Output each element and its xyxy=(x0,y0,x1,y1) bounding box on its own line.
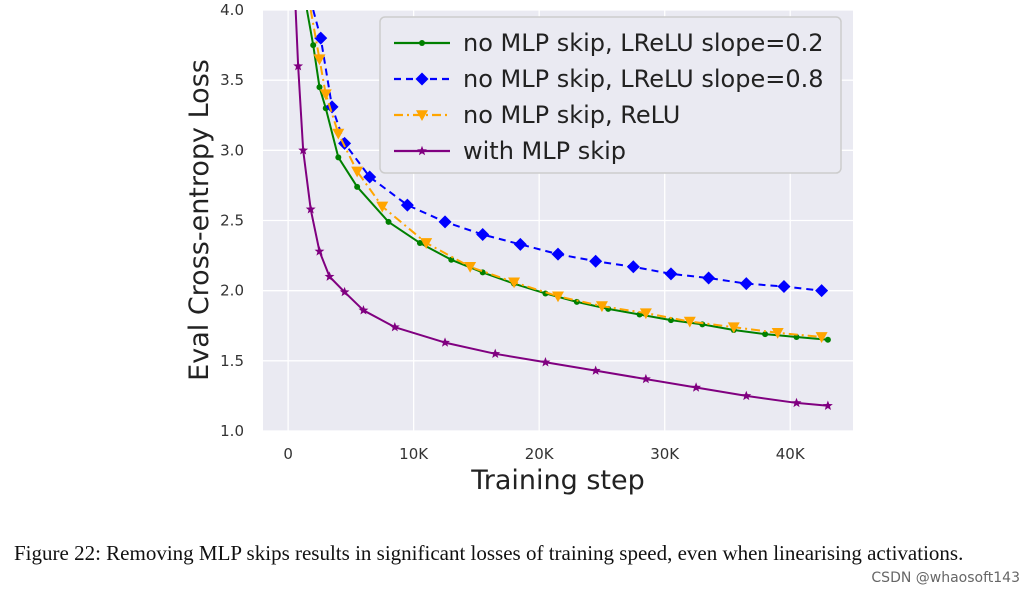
x-tick-label: 20K xyxy=(525,445,555,463)
legend-label: no MLP skip, LReLU slope=0.2 xyxy=(463,29,824,57)
data-point xyxy=(741,390,752,401)
data-point xyxy=(815,332,828,343)
y-tick-labels: 1.0 1.5 2.0 2.5 3.0 3.5 4.0 xyxy=(220,1,244,440)
data-point xyxy=(305,204,316,214)
x-tick-labels: 0 10K 20K 30K 40K xyxy=(283,445,806,463)
data-point xyxy=(316,84,323,91)
data-point xyxy=(771,327,784,339)
data-point xyxy=(702,271,716,285)
data-point xyxy=(540,357,551,367)
series-4 xyxy=(293,10,833,410)
data-point xyxy=(358,305,369,315)
data-point xyxy=(314,31,328,45)
data-point xyxy=(298,145,309,155)
data-point xyxy=(385,218,392,225)
y-tick-label: 4.0 xyxy=(220,1,244,19)
data-point xyxy=(626,260,640,274)
data-point xyxy=(664,267,678,281)
y-tick-label: 3.0 xyxy=(220,141,244,159)
series-3 xyxy=(309,10,828,343)
series-line xyxy=(309,10,822,338)
data-point xyxy=(691,382,702,392)
data-point xyxy=(639,308,652,320)
data-point xyxy=(551,247,565,261)
legend-swatch-marker xyxy=(419,40,425,46)
data-point xyxy=(363,170,377,184)
data-point xyxy=(490,348,501,359)
data-point xyxy=(513,237,527,251)
legend-label: no MLP skip, ReLU xyxy=(463,101,680,129)
data-point xyxy=(824,336,831,343)
data-point xyxy=(351,166,364,178)
data-point xyxy=(552,291,564,303)
data-point xyxy=(476,228,490,242)
data-point xyxy=(727,322,740,334)
data-point xyxy=(667,317,674,324)
legend-swatch-marker xyxy=(417,145,427,156)
data-point xyxy=(339,286,350,297)
legend: no MLP skip, LReLU slope=0.2 no MLP skip,… xyxy=(379,16,842,174)
data-point xyxy=(324,271,335,281)
legend-item: with MLP skip xyxy=(394,137,626,165)
y-axis-label: Eval Cross-entropy Loss xyxy=(184,59,215,381)
data-point xyxy=(319,89,332,101)
data-point xyxy=(822,400,833,410)
legend-label: with MLP skip xyxy=(463,137,626,165)
x-tick-label: 0 xyxy=(283,445,293,463)
legend-swatch-marker xyxy=(415,72,429,86)
data-point xyxy=(739,277,753,291)
legend-item: no MLP skip, LReLU slope=0.8 xyxy=(394,65,824,93)
data-point xyxy=(332,128,345,140)
data-point xyxy=(595,301,608,313)
x-axis-label: Training step xyxy=(470,465,645,496)
figure-caption: Figure 22: Removing MLP skips results in… xyxy=(14,541,964,565)
data-point xyxy=(310,42,317,49)
watermark: CSDN @whaosoft143 xyxy=(871,570,1020,586)
data-point xyxy=(777,279,791,293)
y-tick-label: 1.0 xyxy=(220,422,244,440)
data-point xyxy=(815,284,829,298)
data-point xyxy=(354,183,361,190)
data-point xyxy=(400,198,414,212)
legend-label: no MLP skip, LReLU slope=0.8 xyxy=(463,65,824,93)
data-point xyxy=(335,154,342,161)
data-point xyxy=(420,238,433,249)
data-point xyxy=(683,316,696,328)
x-tick-label: 30K xyxy=(650,445,680,463)
data-point xyxy=(440,337,450,347)
legend-item: no MLP skip, ReLU xyxy=(394,101,680,129)
data-point xyxy=(589,254,603,268)
data-point xyxy=(464,262,477,273)
data-point xyxy=(793,333,800,340)
data-point xyxy=(389,321,400,332)
data-point xyxy=(313,54,326,66)
legend-swatch-marker xyxy=(416,110,428,121)
x-tick-label: 40K xyxy=(776,445,806,463)
data-point xyxy=(762,331,769,338)
loss-chart: 0 10K 20K 30K 40K 1.0 1.5 2.0 2.5 3.0 3.5 4.0 Trai… xyxy=(184,1,853,496)
data-point xyxy=(640,373,651,384)
data-point xyxy=(508,277,521,289)
x-tick-label: 10K xyxy=(399,445,429,463)
data-point xyxy=(448,256,455,263)
y-tick-label: 2.5 xyxy=(220,212,244,230)
data-point xyxy=(293,60,304,71)
series-line xyxy=(294,10,828,407)
data-point xyxy=(438,215,452,229)
data-point xyxy=(314,246,325,256)
data-point xyxy=(416,239,423,246)
y-tick-label: 1.5 xyxy=(220,352,244,370)
legend-box xyxy=(379,16,842,174)
data-point xyxy=(590,365,601,375)
y-tick-label: 2.0 xyxy=(220,282,244,300)
legend-item: no MLP skip, LReLU slope=0.2 xyxy=(394,29,824,57)
y-tick-label: 3.5 xyxy=(220,71,244,89)
data-point xyxy=(376,201,389,213)
data-point xyxy=(791,397,802,408)
series-layer xyxy=(293,10,833,410)
